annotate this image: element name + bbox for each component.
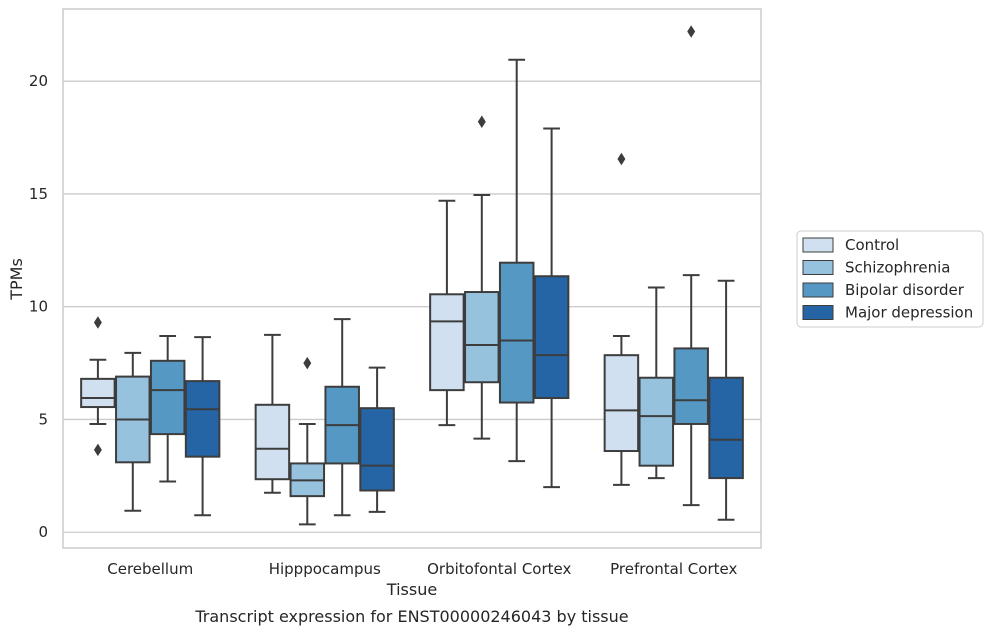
- y-tick-labels: 0 5 10 15 20: [29, 72, 48, 541]
- x-tick-label-1: Hipppocampus: [269, 560, 381, 578]
- box-body: [498, 261, 535, 404]
- box-body: [533, 275, 570, 400]
- box-body: [464, 291, 500, 384]
- box-body: [673, 347, 709, 425]
- box-body: [708, 376, 744, 480]
- box-body: [359, 407, 395, 492]
- box-2-3: [673, 25, 709, 507]
- legend-label-2: Bipolar disorder: [845, 281, 965, 299]
- box-2-1: [324, 318, 360, 517]
- legend-swatch-2: [802, 282, 834, 298]
- box-1-2: [464, 115, 500, 440]
- legend-label-1: Schizophrenia: [845, 259, 950, 277]
- box-2-0: [149, 335, 186, 483]
- y-tick-label-15: 15: [29, 185, 48, 203]
- legend-swatch-1: [802, 260, 834, 275]
- outlier-point: [303, 356, 312, 370]
- y-tick-label-0: 0: [38, 523, 48, 541]
- plot-frame: [62, 8, 762, 549]
- box-0-3: [603, 152, 640, 486]
- legend-swatch-0: [802, 237, 834, 253]
- y-tick-label-20: 20: [29, 72, 48, 90]
- box-3-1: [359, 366, 395, 513]
- box-body: [254, 403, 291, 481]
- chart-caption: Transcript expression for ENST0000024604…: [194, 607, 628, 626]
- box-3-2: [533, 127, 570, 489]
- box-body: [149, 359, 186, 436]
- outlier-point: [617, 152, 626, 166]
- outlier-point: [93, 443, 102, 457]
- x-tick-label-0: Cerebellum: [107, 560, 193, 578]
- x-tick-labels: Cerebellum Hipppocampus Orbitofontal Corte…: [107, 560, 737, 578]
- x-tick-label-3: Prefrontal Cortex: [610, 560, 737, 578]
- legend-label-3: Major depression: [845, 304, 973, 322]
- legend-frame: [796, 230, 984, 328]
- legend-label-0: Control: [845, 236, 899, 254]
- x-tick-label-2: Orbitofontal Cortex: [427, 560, 571, 578]
- box-body: [184, 380, 221, 458]
- box-1-1: [289, 356, 326, 526]
- box-3-0: [184, 336, 221, 517]
- legend: Control Schizophrenia Bipolar disorder Majo…: [796, 230, 984, 328]
- box-body: [80, 377, 116, 409]
- outlier-point: [687, 25, 696, 38]
- box-0-2: [429, 199, 465, 427]
- box-3-3: [708, 279, 744, 521]
- y-tick-label-10: 10: [29, 298, 48, 316]
- outlier-point: [477, 115, 486, 129]
- box-1-0: [115, 351, 151, 512]
- box-2-2: [498, 58, 535, 463]
- box-body: [429, 293, 465, 392]
- box-0-1: [254, 333, 291, 494]
- box-body: [603, 354, 640, 453]
- outlier-point: [93, 316, 102, 329]
- boxes: [80, 25, 744, 526]
- box-body: [638, 376, 675, 467]
- legend-swatch-3: [802, 305, 834, 320]
- box-1-3: [638, 286, 675, 480]
- y-axis-label: TPMs: [7, 258, 26, 301]
- box-0-0: [80, 316, 116, 457]
- y-tick-label-5: 5: [38, 410, 48, 428]
- x-axis-label: Tissue: [386, 580, 437, 599]
